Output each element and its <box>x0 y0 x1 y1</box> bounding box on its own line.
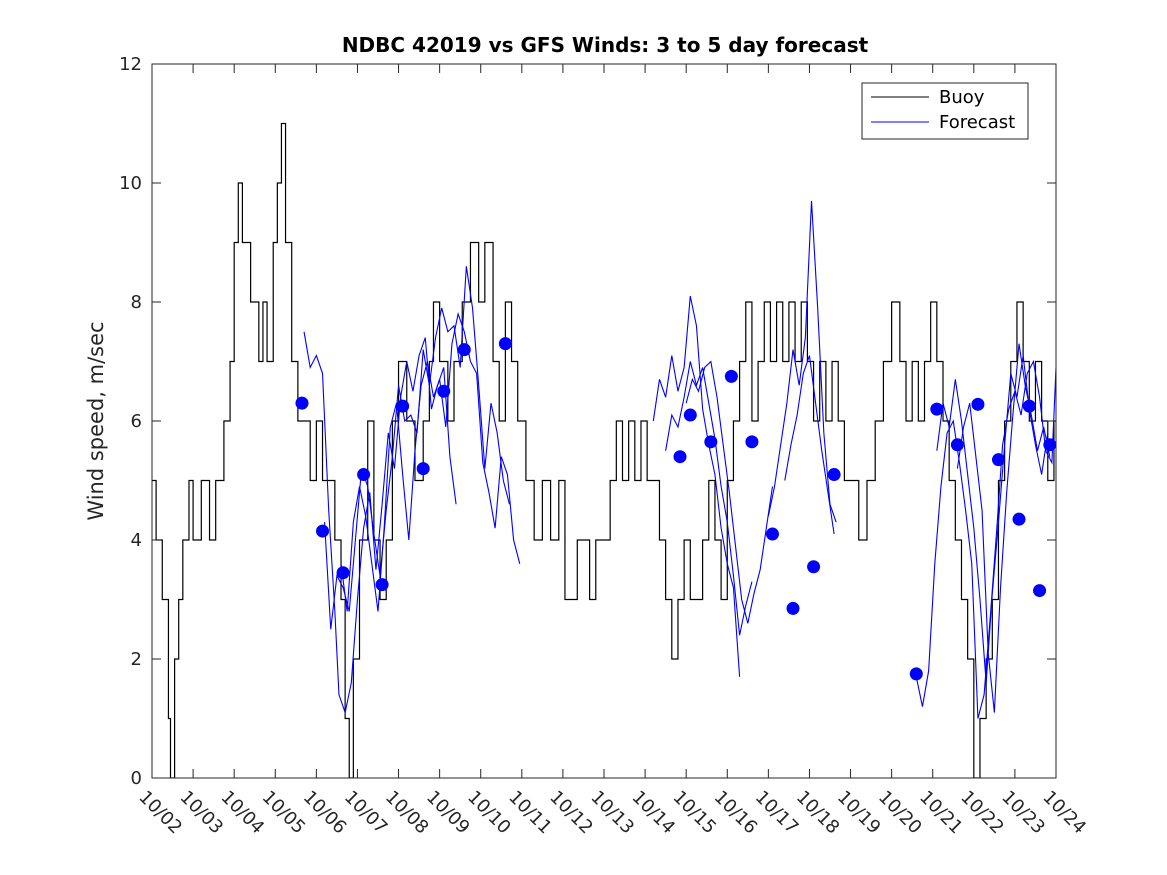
series-line-forecast <box>652 295 741 677</box>
forecast-marker-point <box>295 396 309 410</box>
series-line-forecast <box>915 359 1056 719</box>
series-line-buoy <box>152 122 1056 778</box>
y-tick-label: 12 <box>119 54 142 75</box>
x-tick-label: 10/02 <box>134 787 186 839</box>
forecast-marker-point <box>807 560 821 574</box>
legend-buoy-label: Buoy <box>939 87 985 108</box>
y-tick-label: 0 <box>131 768 142 789</box>
forecast-marker-point <box>673 450 687 464</box>
forecast-marker-point <box>971 397 985 411</box>
forecast-marker-point <box>416 462 430 476</box>
x-tick-label: 10/20 <box>874 787 926 839</box>
x-tick-label: 10/06 <box>299 787 351 839</box>
forecast-marker-point <box>930 402 944 416</box>
y-axis-label: Wind speed, m/sec <box>84 321 108 520</box>
forecast-marker-point <box>437 384 451 398</box>
legend-box <box>861 82 1029 140</box>
chart-title: NDBC 42019 vs GFS Winds: 3 to 5 day fore… <box>342 33 869 57</box>
forecast-marker-point <box>765 527 779 541</box>
x-tick-label: 10/08 <box>381 787 433 839</box>
forecast-marker-point <box>950 438 964 452</box>
x-tick-label: 10/05 <box>258 787 310 839</box>
x-tick-label: 10/19 <box>833 787 885 839</box>
forecast-marker-point <box>1022 399 1036 413</box>
series-line-forecast <box>956 343 1051 713</box>
x-tick-label: 10/04 <box>217 787 269 839</box>
forecast-marker-point <box>704 435 718 449</box>
x-tick-label: 10/15 <box>669 787 721 839</box>
x-tick-label: 10/03 <box>176 787 228 839</box>
forecast-marker-point <box>1043 438 1056 452</box>
y-tick-label: 6 <box>131 411 142 432</box>
forecast-marker-point <box>375 578 389 592</box>
forecast-marker-point <box>991 453 1005 467</box>
y-tick-label: 8 <box>131 292 142 313</box>
x-tick-label: 10/10 <box>463 787 515 839</box>
forecast-marker-point <box>786 601 800 615</box>
x-tick-label: 10/07 <box>340 787 392 839</box>
y-tick-label: 10 <box>119 173 142 194</box>
forecast-marker-point <box>827 468 841 482</box>
series-line-forecast <box>767 200 837 523</box>
x-tick-label: 10/14 <box>628 787 680 839</box>
forecast-marker-point <box>457 343 471 357</box>
x-tick-label: 10/16 <box>710 787 762 839</box>
forecast-marker-point <box>316 524 330 538</box>
series-line-forecast <box>784 355 835 535</box>
forecast-marker-point <box>909 667 923 681</box>
forecast-marker-point <box>745 435 759 449</box>
forecast-marker-point <box>1012 512 1026 526</box>
series-line-forecast <box>685 360 774 624</box>
x-tick-label: 10/21 <box>915 787 967 839</box>
forecast-marker-point <box>357 468 371 482</box>
x-tick-label: 10/09 <box>422 787 474 839</box>
forecast-marker-point <box>1033 584 1047 598</box>
axis-ticks: 02468101210/0210/0310/0410/0510/0610/071… <box>119 54 1090 838</box>
series-line-forecast <box>665 361 753 636</box>
series-line-forecast <box>303 331 457 715</box>
x-tick-label: 10/11 <box>504 787 556 839</box>
y-tick-label: 4 <box>131 530 142 551</box>
x-tick-label: 10/23 <box>997 787 1049 839</box>
x-tick-label: 10/17 <box>751 787 803 839</box>
forecast-marker-point <box>498 337 512 351</box>
chart-legend: Buoy Forecast <box>861 82 1029 140</box>
forecast-marker-point <box>683 408 697 422</box>
forecast-marker-point <box>336 566 350 580</box>
forecast-marker-point <box>396 399 410 413</box>
x-tick-label: 10/24 <box>1038 787 1090 839</box>
x-tick-label: 10/13 <box>586 787 638 839</box>
x-tick-label: 10/18 <box>792 787 844 839</box>
x-tick-label: 10/22 <box>956 787 1008 839</box>
x-tick-label: 10/12 <box>545 787 597 839</box>
series-line-forecast <box>340 311 521 612</box>
y-tick-label: 2 <box>131 649 142 670</box>
forecast-marker-point <box>724 369 738 383</box>
legend-forecast-label: Forecast <box>939 112 1015 133</box>
